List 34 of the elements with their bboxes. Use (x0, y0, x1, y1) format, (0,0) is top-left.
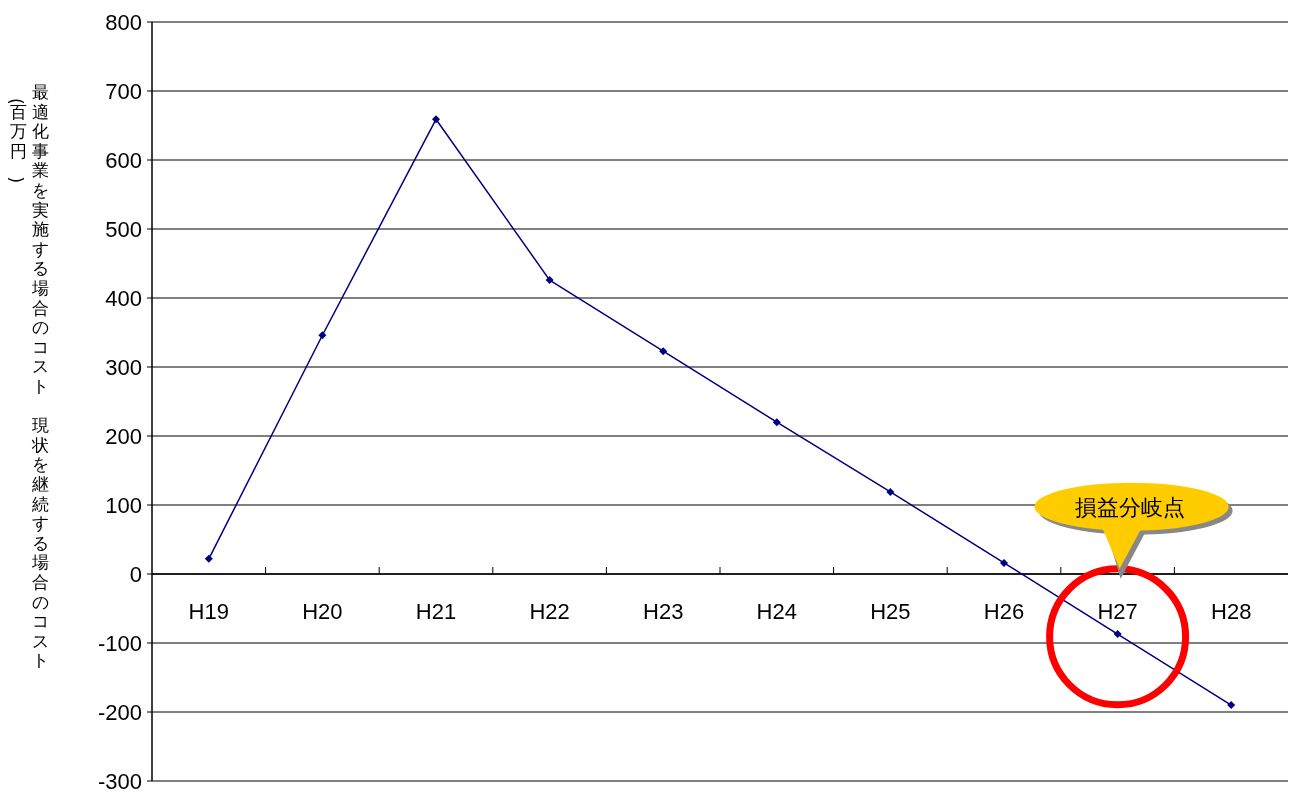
point (1227, 701, 1236, 710)
x-tick-label: H21 (415, 599, 457, 624)
y-tick-label: 400 (105, 286, 142, 311)
point (318, 331, 327, 340)
y-tick-label: -100 (97, 631, 142, 656)
x-tick-label: H23 (643, 599, 684, 624)
point (659, 347, 668, 356)
point (432, 115, 440, 124)
x-tick-label: H24 (756, 599, 797, 624)
y-tick-label: 500 (105, 217, 142, 242)
point (204, 554, 213, 563)
point (886, 487, 895, 496)
x-tick-label: H27 (1097, 599, 1138, 624)
point (1000, 558, 1008, 567)
y-tick-label: -200 (97, 700, 142, 725)
y-tick-label: 600 (105, 148, 142, 173)
y-tick-label: 200 (105, 424, 142, 449)
y-tick-label: -300 (97, 769, 142, 792)
x-tick-label: H28 (1211, 599, 1252, 624)
x-tick-label: H26 (983, 599, 1025, 624)
y-tick-label: 300 (105, 355, 142, 380)
x-tick-label: H25 (870, 599, 911, 624)
y-tick-label: 800 (105, 10, 142, 35)
y-tick-label: 100 (105, 493, 142, 518)
annotation: 損益分岐点 (1074, 494, 1185, 520)
x-tick-label: H22 (529, 599, 570, 624)
y-tick-label: 0 (129, 562, 142, 587)
point (772, 418, 781, 427)
y-axis-title: 最適化事業を実施する場合のコスト 現状を継続する場合のコスト (百万円) (6, 82, 49, 671)
x-tick-label: H20 (302, 599, 343, 624)
point (545, 276, 554, 285)
x-tick-label: H19 (188, 599, 229, 624)
y-tick-label: 700 (105, 79, 142, 104)
point (1113, 630, 1122, 639)
